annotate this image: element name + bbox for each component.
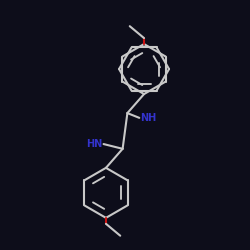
Text: NH: NH	[140, 113, 157, 123]
Text: HN: HN	[86, 139, 102, 149]
